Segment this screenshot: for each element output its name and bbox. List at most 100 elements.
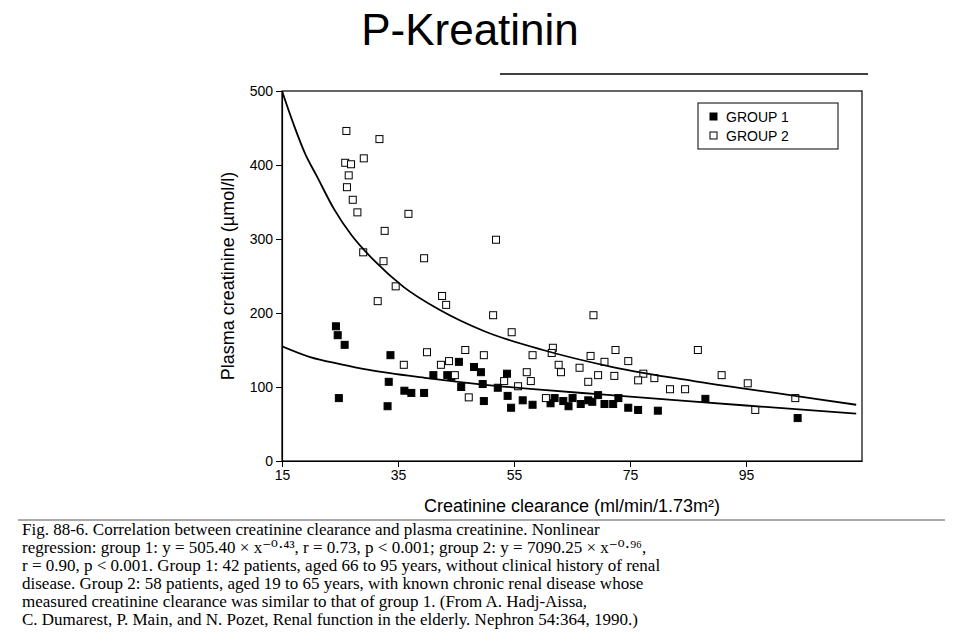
chart-svg: P-Kreatinin15355575950100200300400500Cre… — [0, 0, 960, 643]
legend-swatch — [710, 113, 717, 120]
plot-frame — [282, 91, 862, 461]
caption-line: measured creatinine clearance was simila… — [22, 592, 587, 611]
y-tick: 500 — [250, 83, 282, 99]
data-point — [587, 352, 594, 359]
data-point — [384, 403, 391, 410]
data-point — [601, 401, 608, 408]
caption-line: Fig. 88-6. Correlation between creatinin… — [22, 520, 600, 539]
y-tick-mark — [276, 461, 282, 462]
data-point — [585, 378, 592, 385]
data-point — [527, 378, 534, 385]
data-point — [565, 403, 572, 410]
data-point — [341, 341, 348, 348]
data-point — [529, 352, 536, 359]
y-tick-label: 200 — [250, 305, 274, 321]
data-point — [470, 364, 477, 371]
data-point — [465, 394, 472, 401]
data-point — [577, 401, 584, 408]
y-tick-mark — [276, 387, 282, 388]
data-point — [349, 196, 356, 203]
data-point — [667, 386, 674, 393]
x-tick: 75 — [623, 461, 639, 483]
data-point — [451, 372, 458, 379]
data-point — [694, 347, 701, 354]
data-point — [430, 372, 437, 379]
data-point — [343, 184, 350, 191]
data-point — [682, 386, 689, 393]
data-point — [635, 377, 642, 384]
data-point — [519, 397, 526, 404]
y-tick: 400 — [250, 157, 282, 173]
data-point — [439, 292, 446, 299]
x-tick: 55 — [507, 461, 523, 483]
data-point — [360, 155, 367, 162]
data-point — [590, 312, 597, 319]
caption-line: r = 0.90, p < 0.001. Group 1: 42 patient… — [22, 556, 660, 575]
data-point — [354, 209, 361, 216]
data-point — [493, 236, 500, 243]
data-point — [332, 323, 339, 330]
y-tick-label: 300 — [250, 231, 274, 247]
x-tick-label: 55 — [507, 467, 523, 483]
data-point — [625, 404, 632, 411]
data-point — [421, 389, 428, 396]
data-point — [408, 389, 415, 396]
data-point — [555, 361, 562, 368]
caption: Fig. 88-6. Correlation between creatinin… — [22, 520, 660, 629]
x-axis-line — [283, 461, 863, 462]
y-tick-label: 0 — [265, 453, 273, 469]
data-point — [752, 406, 759, 413]
caption-line: C. Dumarest, P. Main, and N. Pozet, Rena… — [22, 610, 638, 629]
data-point — [455, 358, 462, 365]
title-rule — [500, 73, 868, 75]
caption-line: disease. Group 2: 58 patients, aged 19 t… — [22, 574, 643, 593]
data-point — [374, 298, 381, 305]
data-point — [376, 136, 383, 143]
data-point — [504, 370, 511, 377]
data-point — [718, 372, 725, 379]
y-tick: 0 — [265, 453, 282, 469]
x-tick: 35 — [391, 461, 407, 483]
data-point — [625, 358, 632, 365]
data-point — [345, 172, 352, 179]
x-tick-label: 95 — [739, 467, 755, 483]
data-point — [477, 369, 484, 376]
y-axis-line — [282, 92, 283, 462]
caption-line: regression: group 1: y = 505.40 × x⁻⁰·⁴³… — [22, 538, 646, 557]
data-point — [387, 352, 394, 359]
data-point — [508, 404, 515, 411]
y-tick-label: 400 — [250, 157, 274, 173]
legend-label: GROUP 2 — [726, 128, 789, 144]
data-point — [744, 380, 751, 387]
y-tick: 200 — [250, 305, 282, 321]
fit-curve — [282, 346, 856, 413]
data-point — [508, 329, 515, 336]
data-point — [529, 401, 536, 408]
data-point — [557, 369, 564, 376]
data-point — [385, 378, 392, 385]
data-point — [458, 384, 465, 391]
legend-swatch — [710, 132, 717, 139]
data-point — [654, 407, 661, 414]
data-point — [501, 378, 508, 385]
x-axis-title: Creatinine clearance (ml/min/1.73m²) — [424, 496, 720, 516]
x-tick: 15 — [275, 461, 291, 483]
data-point — [595, 372, 602, 379]
x-tick: 95 — [739, 461, 755, 483]
data-point — [589, 398, 596, 405]
data-point — [392, 283, 399, 290]
data-point — [576, 364, 583, 371]
y-tick-mark — [276, 313, 282, 314]
data-point — [446, 358, 453, 365]
data-point — [794, 415, 801, 422]
data-point — [635, 406, 642, 413]
x-tick-label: 75 — [623, 467, 639, 483]
data-point — [480, 398, 487, 405]
data-point — [334, 332, 341, 339]
data-point — [612, 347, 619, 354]
y-tick-mark — [276, 165, 282, 166]
data-point — [611, 372, 618, 379]
legend-box — [698, 103, 838, 149]
data-point — [490, 312, 497, 319]
data-point — [380, 258, 387, 265]
